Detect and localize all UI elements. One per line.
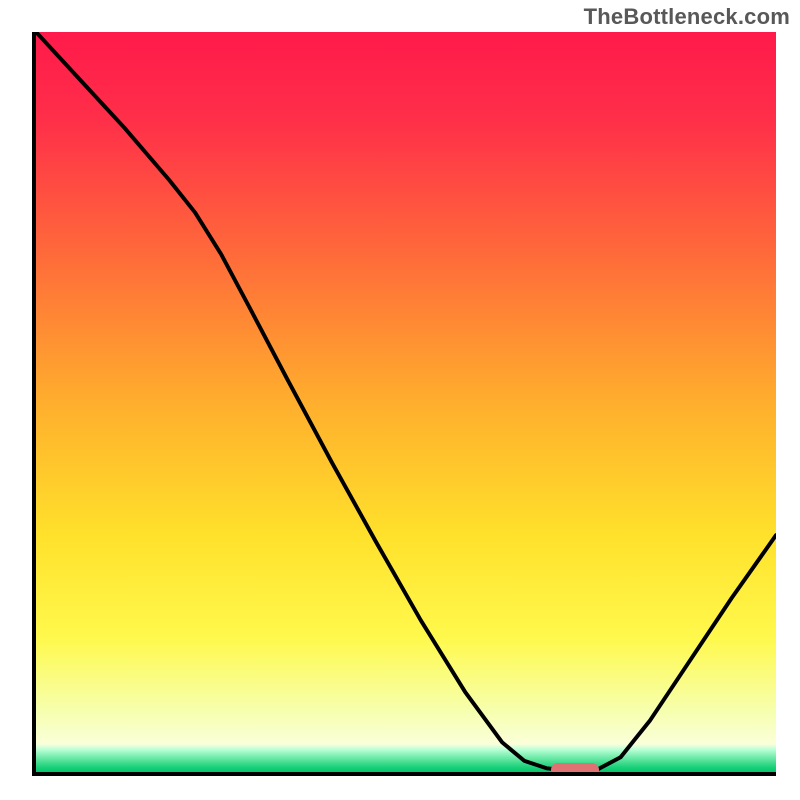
watermark-text: TheBottleneck.com bbox=[584, 4, 790, 30]
chart-container: TheBottleneck.com bbox=[0, 0, 800, 800]
plot-area bbox=[32, 32, 776, 776]
curve-path bbox=[36, 32, 776, 771]
optimal-marker bbox=[551, 763, 599, 776]
bottleneck-curve bbox=[36, 32, 776, 772]
